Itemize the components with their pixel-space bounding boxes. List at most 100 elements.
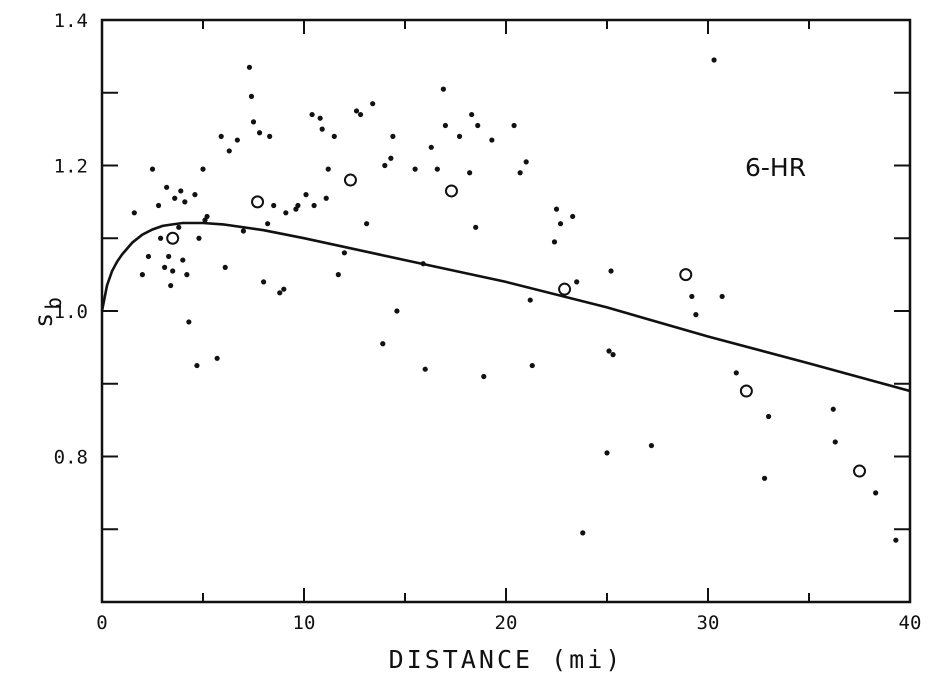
data-point [145,253,152,260]
data-point [265,221,271,227]
data-point [719,293,725,300]
data-point [711,57,717,63]
data-point [388,155,394,161]
data-point [246,64,253,70]
fitted-curve [100,221,911,393]
data-point [186,319,192,325]
data-point [469,111,475,118]
data-point [766,413,772,420]
data-point [325,166,331,172]
y-axis-title: sb [29,294,66,328]
data-point [832,439,838,445]
y-tick-label: 1.0 [54,301,88,323]
data-point [157,235,164,241]
y-tick-label: 1.2 [54,156,88,178]
data-point [218,133,224,139]
data-point [733,370,739,376]
data-point [184,272,190,278]
data-point [323,195,329,201]
x-axis-title: DISTANCE (mi) [389,645,624,674]
data-point [364,221,370,227]
data-point [226,148,232,154]
data-point [283,210,289,216]
data-point [182,199,188,205]
data-point [341,250,347,256]
data-point [382,162,388,169]
open-circle-point [679,268,693,282]
data-point [394,308,400,314]
data-point [277,290,283,296]
open-circle-point [251,195,265,209]
data-marks [100,57,911,543]
data-point [261,279,267,285]
data-point [574,279,580,285]
data-point [240,228,246,234]
data-point [529,362,535,369]
data-point [511,122,517,129]
data-point [271,202,277,209]
data-point [527,297,533,303]
data-point [553,206,560,212]
x-tick-label: 30 [697,612,720,634]
data-point [610,352,616,358]
data-point [481,373,487,380]
open-circle-point [853,464,866,478]
data-point [353,108,360,114]
open-circle-point [739,384,753,398]
x-tick-label: 0 [96,612,107,634]
data-point [256,130,263,136]
data-point [149,166,156,172]
open-circle-point [444,184,458,198]
data-point [648,442,655,449]
data-point [311,202,317,209]
data-point [131,210,137,216]
data-point [281,286,287,292]
data-point [178,188,184,194]
data-point [557,221,564,227]
data-point [248,93,255,99]
data-point [390,133,396,139]
y-axis-title-main: s [29,310,58,328]
data-point [155,202,162,209]
data-point [440,86,446,92]
data-point [319,126,325,132]
plot-frame [100,18,912,604]
data-point [168,282,174,289]
data-point [693,312,699,318]
data-point [580,530,586,536]
data-point [551,239,558,245]
annotation-label: 6-HR [745,153,806,182]
data-point [176,224,182,230]
data-point [830,406,836,412]
data-point [303,192,309,198]
data-point [172,195,178,201]
data-point [164,184,170,190]
axis-tick-labels: 0 10 20 30 40 0.8 1.0 1.2 1.4 [54,10,922,634]
x-tick-label: 40 [899,612,922,634]
data-point [250,119,257,125]
y-axis-title-sub: b [42,294,66,310]
data-point [222,264,228,270]
data-point [370,101,376,107]
data-point [434,166,440,172]
x-tick-label: 10 [293,612,316,634]
data-point [873,490,879,496]
data-point [295,202,301,209]
open-circle-point [343,173,357,187]
svg-text:sb: sb [29,294,66,328]
data-point [192,192,198,198]
data-point [267,133,273,139]
data-point [331,133,337,139]
x-tick-label: 20 [495,612,518,634]
data-point [604,450,610,456]
y-tick-label: 1.4 [54,10,88,32]
open-circle-point [166,231,180,245]
data-point [309,111,315,118]
data-point [473,224,479,230]
data-point [180,257,186,263]
data-point [428,144,434,150]
data-point [335,272,341,278]
data-point [570,213,576,220]
data-point [456,133,463,139]
